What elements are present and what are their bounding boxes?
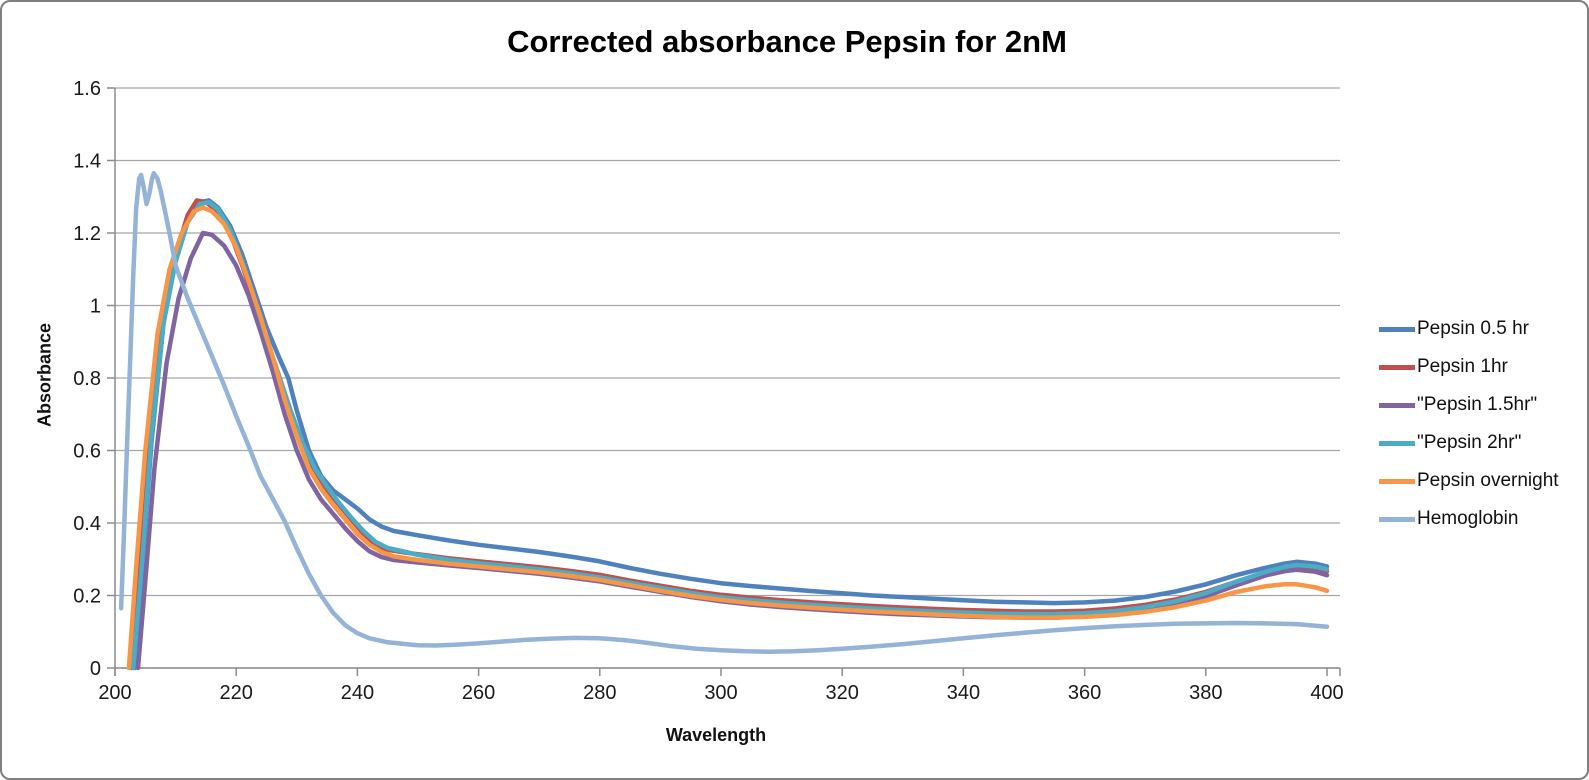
x-tick-label: 300 bbox=[704, 682, 737, 704]
x-tick-label: 240 bbox=[341, 682, 374, 704]
x-tick-label: 340 bbox=[947, 682, 980, 704]
x-tick-label: 280 bbox=[583, 682, 616, 704]
x-tick-label: 380 bbox=[1189, 682, 1222, 704]
y-tick-label: 0.4 bbox=[73, 513, 101, 535]
y-tick-label: 1.4 bbox=[73, 151, 101, 173]
legend-swatch bbox=[1379, 478, 1415, 484]
legend-item: Hemoglobin bbox=[1379, 508, 1559, 530]
y-axis-title: Absorbance bbox=[34, 322, 55, 428]
legend-swatch bbox=[1379, 402, 1415, 408]
legend-item: "Pepsin 1.5hr" bbox=[1379, 394, 1559, 416]
legend-item: Pepsin 0.5 hr bbox=[1379, 318, 1559, 340]
legend-swatch bbox=[1379, 364, 1415, 370]
legend-label: "Pepsin 1.5hr" bbox=[1417, 394, 1538, 415]
legend-item: Pepsin overnight bbox=[1379, 470, 1559, 492]
x-tick-label: 400 bbox=[1310, 682, 1343, 704]
y-tick-label: 1 bbox=[90, 296, 101, 318]
legend-item: "Pepsin 2hr" bbox=[1379, 432, 1559, 454]
y-tick-label: 0.8 bbox=[73, 368, 101, 390]
legend-swatch bbox=[1379, 516, 1415, 522]
x-tick-label: 260 bbox=[462, 682, 495, 704]
series-line-pepsin-overnight bbox=[126, 205, 1330, 671]
legend-label: Pepsin 1hr bbox=[1417, 356, 1508, 377]
legend-swatch bbox=[1379, 440, 1415, 446]
x-tick-label: 200 bbox=[98, 682, 131, 704]
legend-label: Pepsin 0.5 hr bbox=[1417, 318, 1529, 339]
x-tick-label: 320 bbox=[826, 682, 859, 704]
y-tick-label: 1.2 bbox=[73, 223, 101, 245]
legend-label: Hemoglobin bbox=[1417, 508, 1519, 529]
legend-item: Pepsin 1hr bbox=[1379, 356, 1559, 378]
x-axis-title: Wavelength bbox=[665, 725, 767, 745]
legend: Pepsin 0.5 hr Pepsin 1hr "Pepsin 1.5hr" "Pe… bbox=[1379, 318, 1559, 530]
chart-title: Corrected absorbance Pepsin for 2nM bbox=[507, 24, 1067, 59]
x-tick-label: 360 bbox=[1068, 682, 1101, 704]
series-line-hemoglobin bbox=[118, 170, 1330, 654]
y-tick-label: 0 bbox=[90, 658, 101, 680]
legend-swatch bbox=[1379, 326, 1415, 332]
legend-label: "Pepsin 2hr" bbox=[1417, 432, 1522, 453]
x-tick-label: 220 bbox=[220, 682, 253, 704]
y-tick-label: 0.6 bbox=[73, 441, 101, 463]
legend-label: Pepsin overnight bbox=[1417, 470, 1559, 491]
y-tick-label: 0.2 bbox=[73, 586, 101, 608]
y-tick-label: 1.6 bbox=[73, 78, 101, 100]
